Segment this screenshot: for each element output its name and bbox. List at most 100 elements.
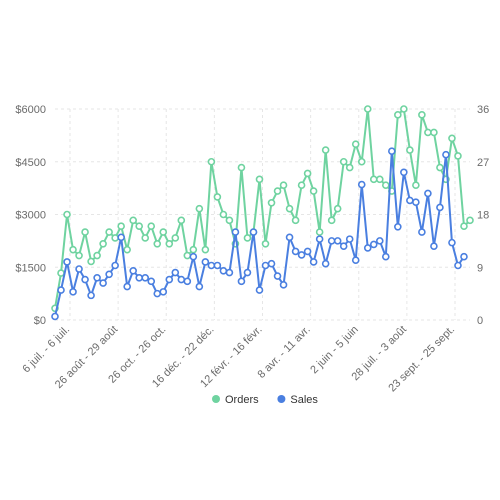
sales-point [81, 275, 89, 284]
sales-point [351, 256, 360, 265]
orders-point [273, 187, 282, 195]
orders-point [418, 111, 426, 119]
orders-point [219, 210, 228, 219]
sales-point [195, 282, 204, 291]
orders-point [381, 181, 390, 189]
x-tick-label: 2 juin - 5 juin [308, 324, 361, 377]
orders-point [400, 105, 408, 113]
sales-point [57, 286, 65, 294]
orders-point [339, 157, 348, 166]
sales-point [177, 275, 186, 284]
sales-point [183, 277, 192, 286]
y-right-tick-label: 0 [477, 315, 483, 327]
orders-point [424, 128, 432, 137]
orders-point [243, 234, 252, 242]
y-left-tick-label: $6000 [15, 104, 46, 116]
orders-point [195, 204, 204, 213]
sales-point [75, 265, 83, 273]
sales-point [63, 258, 71, 266]
sales-point [51, 312, 59, 321]
sales-point [412, 198, 420, 206]
legend-swatch-orders [212, 395, 220, 403]
sales-point [99, 279, 107, 287]
sales-point [207, 261, 216, 270]
legend-label-orders: Orders [225, 394, 259, 406]
orders-point [460, 222, 468, 231]
sales-point [123, 282, 131, 291]
orders-point [99, 240, 107, 248]
sales-point [333, 237, 342, 245]
orders-point [213, 193, 222, 201]
sales-point [153, 289, 162, 298]
orders-point [141, 234, 150, 242]
legend-swatch-sales [277, 395, 286, 403]
sales-point [448, 238, 456, 247]
y-right-tick-label: 18 [477, 210, 489, 222]
orders-point [93, 251, 101, 260]
orders-point [448, 134, 456, 143]
orders-point [171, 234, 180, 242]
sales-point [219, 266, 228, 275]
orders-point [466, 216, 474, 225]
orders-point [430, 128, 438, 137]
orders-point [309, 187, 318, 195]
sales-point [315, 235, 324, 243]
orders-point [394, 111, 402, 119]
sales-point [135, 273, 144, 282]
orders-point [183, 251, 192, 260]
sales-point [460, 252, 468, 261]
sales-point [400, 168, 408, 177]
sales-point [267, 259, 276, 268]
sales-point [424, 189, 432, 198]
orders-point [57, 269, 65, 277]
orders-point [333, 204, 342, 213]
orders-point [369, 175, 378, 184]
sales-series [51, 147, 468, 321]
orders-point [291, 216, 300, 225]
sales-point [87, 291, 95, 300]
orders-point [69, 245, 77, 254]
orders-point [81, 228, 89, 236]
y-axis-right: 0 9 18 27 36 [477, 104, 489, 327]
orders-series [51, 105, 474, 313]
sales-point [436, 203, 444, 212]
sales-point [303, 247, 312, 256]
sales-point [454, 261, 462, 270]
sales-point [309, 258, 318, 266]
sales-point [357, 180, 366, 189]
y-left-tick-label: $0 [34, 315, 46, 327]
sales-point [237, 277, 246, 286]
sales-point [297, 251, 306, 259]
legend-label-sales: Sales [290, 394, 318, 406]
sales-point [430, 242, 438, 250]
sales-point [141, 273, 150, 282]
sales-point [285, 233, 294, 242]
sales-point [249, 228, 258, 236]
sales-point [273, 272, 282, 280]
sales-point [105, 270, 113, 279]
orders-point [237, 163, 246, 172]
orders-point [75, 251, 83, 260]
orders-point [279, 181, 288, 189]
orders-point [436, 163, 444, 172]
sales-point [291, 247, 300, 256]
sales-point [327, 237, 336, 245]
sales-point [321, 259, 330, 268]
sales-point [111, 261, 119, 270]
y-left-tick-label: $1500 [15, 262, 46, 274]
orders-point [153, 240, 162, 248]
orders-point [363, 105, 372, 113]
orders-point [297, 181, 306, 189]
y-right-tick-label: 27 [477, 157, 489, 169]
orders-point [147, 222, 156, 231]
orders-point [261, 240, 270, 248]
sales-point [442, 150, 450, 159]
x-tick-label: 6 juil. - 6 juil. [20, 324, 72, 376]
sales-point [69, 288, 77, 296]
sales-point [375, 237, 384, 245]
y-left-tick-label: $3000 [15, 210, 46, 222]
sales-point [117, 233, 125, 242]
